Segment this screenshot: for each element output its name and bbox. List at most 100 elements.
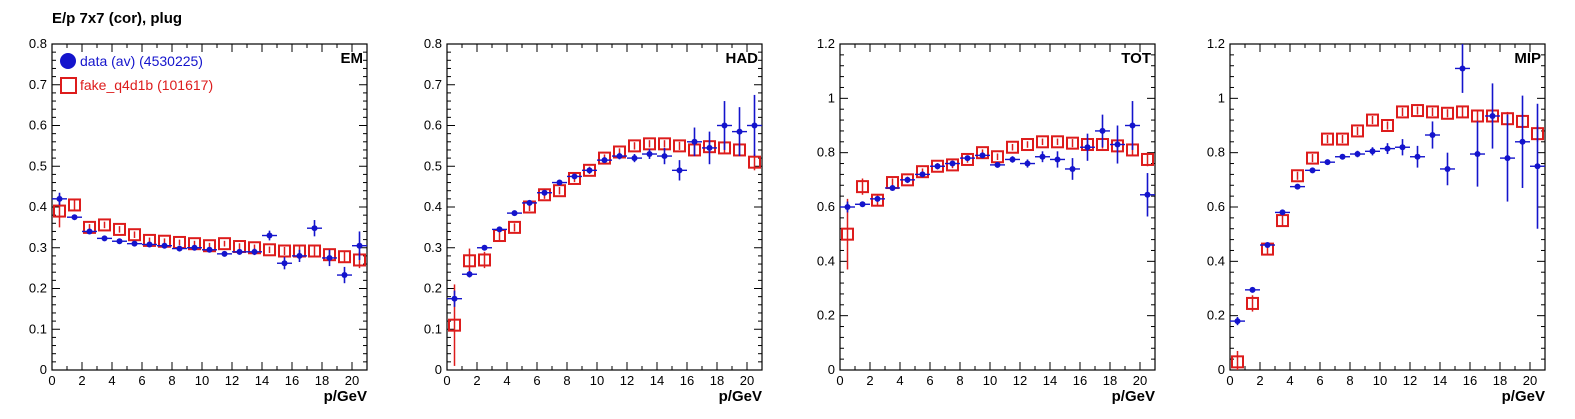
data-point: [496, 226, 503, 233]
x-tick-label: 18: [710, 373, 724, 388]
fake-point: [568, 171, 581, 185]
x-tick-label: 8: [563, 373, 570, 388]
panel-label: TOT: [1121, 50, 1151, 67]
fake-point: [448, 318, 461, 332]
x-tick-label: 4: [108, 373, 115, 388]
y-tick-label: 0.8: [424, 36, 442, 51]
data-point: [356, 242, 363, 249]
legend-data-label: data (av) (4530225): [80, 53, 203, 69]
y-tick-label: 0.1: [29, 321, 47, 336]
data-point: [146, 241, 153, 248]
legend-fake-label: fake_q4d1b (101617): [80, 77, 213, 93]
data-point: [1384, 145, 1391, 152]
data-point: [601, 157, 608, 164]
x-tick-label: 10: [1373, 373, 1387, 388]
data-point: [1324, 159, 1331, 166]
y-tick-label: 0.6: [424, 118, 442, 133]
data-point: [1279, 209, 1286, 216]
fake-point: [463, 254, 476, 268]
data-point: [296, 252, 303, 259]
data-point: [691, 138, 698, 145]
data-point: [751, 122, 758, 129]
x-tick-label: 4: [896, 373, 903, 388]
data-point: [56, 195, 63, 202]
data-point: [1024, 160, 1031, 167]
x-tick-label: 4: [1286, 373, 1293, 388]
legend-fake-marker: [60, 77, 77, 94]
data-point: [526, 199, 533, 206]
y-tick-label: 0.6: [29, 118, 47, 133]
data-point: [661, 153, 668, 160]
fake-point: [628, 139, 641, 153]
x-tick-label: 2: [473, 373, 480, 388]
fake-point: [1051, 135, 1064, 149]
fake-point: [673, 139, 686, 153]
data-point: [1444, 165, 1451, 172]
x-tick-label: 6: [1316, 373, 1323, 388]
data-point: [86, 228, 93, 235]
data-point: [326, 254, 333, 261]
panel-label: HAD: [726, 50, 759, 67]
data-point: [466, 271, 473, 278]
y-tick-label: 0.7: [424, 77, 442, 92]
y-tick-label: 0: [40, 362, 47, 377]
y-tick-label: 0: [435, 362, 442, 377]
data-point: [736, 128, 743, 135]
fake-point: [98, 218, 111, 232]
data-point: [221, 250, 228, 257]
data-point: [236, 248, 243, 255]
y-tick-label: 0.4: [424, 199, 442, 214]
x-tick-label: 14: [650, 373, 664, 388]
fake-point: [1411, 104, 1424, 118]
data-point: [919, 171, 926, 178]
fake-point: [946, 158, 959, 172]
fake-point: [1441, 106, 1454, 120]
fake-point: [1426, 105, 1439, 119]
data-point: [1309, 167, 1316, 174]
data-point: [706, 144, 713, 151]
x-tick-label: 6: [138, 373, 145, 388]
y-tick-label: 0.7: [29, 77, 47, 92]
x-tick-label: 14: [255, 373, 269, 388]
panel-label: EM: [341, 50, 364, 67]
x-tick-label: 20: [740, 373, 754, 388]
x-tick-label: 0: [836, 373, 843, 388]
x-tick-label: 2: [78, 373, 85, 388]
data-point: [1144, 191, 1151, 198]
y-tick-label: 0.4: [1207, 253, 1225, 268]
x-tick-label: 2: [866, 373, 873, 388]
fake-point: [1021, 138, 1034, 152]
fake-point: [218, 237, 231, 251]
data-point: [1399, 144, 1406, 151]
data-point: [206, 246, 213, 253]
data-point: [1489, 112, 1496, 119]
data-point: [511, 210, 518, 217]
data-point: [1264, 242, 1271, 249]
data-point: [1474, 151, 1481, 158]
plot-frame: [446, 43, 763, 371]
data-point: [979, 152, 986, 159]
data-point: [481, 244, 488, 251]
fake-point: [1141, 152, 1154, 166]
x-tick-label: 8: [1346, 373, 1353, 388]
data-point: [646, 151, 653, 158]
x-tick-label: 18: [1103, 373, 1117, 388]
data-point: [451, 295, 458, 302]
fake-point: [1006, 140, 1019, 154]
data-point: [586, 167, 593, 174]
x-tick-label: 12: [225, 373, 239, 388]
data-point: [994, 161, 1001, 168]
data-point: [844, 204, 851, 210]
x-tick-label: 4: [503, 373, 510, 388]
data-point: [1249, 286, 1256, 293]
fake-point: [871, 193, 884, 207]
data-point: [721, 122, 728, 129]
data-point: [1354, 151, 1361, 158]
x-axis-label: p/GeV: [719, 388, 762, 405]
panel-label: MIP: [1514, 50, 1541, 67]
y-tick-label: 0.5: [29, 158, 47, 173]
fake-point: [53, 204, 66, 218]
data-point: [1369, 148, 1376, 155]
x-tick-label: 6: [926, 373, 933, 388]
